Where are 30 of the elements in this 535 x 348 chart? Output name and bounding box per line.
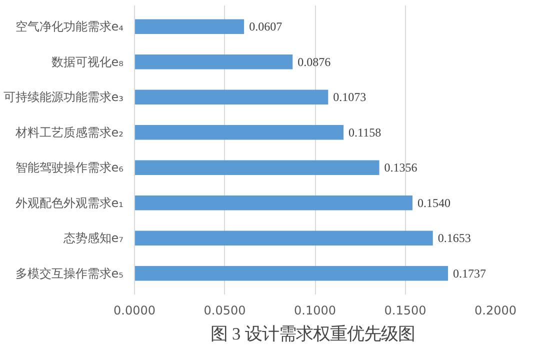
data-label: 0.1540 <box>417 196 450 210</box>
x-tick-label: 0.1500 <box>384 304 426 318</box>
bar <box>134 19 244 34</box>
y-tick-label: 材料工艺质感需求e₂ <box>14 125 124 140</box>
bar <box>134 266 448 281</box>
y-tick-label: 可持续能源功能需求e₃ <box>3 90 124 104</box>
x-tick-label: 0.0500 <box>204 304 246 318</box>
data-label: 0.0607 <box>249 20 282 34</box>
bar <box>134 160 380 176</box>
bar <box>134 54 293 70</box>
data-label: 0.1073 <box>333 90 366 104</box>
bar <box>134 90 328 105</box>
bar <box>134 124 344 140</box>
y-tick-label: 空气净化功能需求e₄ <box>15 20 124 34</box>
data-label: 0.1356 <box>384 160 418 175</box>
data-label: 0.0876 <box>298 54 331 69</box>
x-tick-label: 0.2000 <box>474 304 517 318</box>
y-tick-label: 多模交互操作需求e₅ <box>15 266 124 280</box>
caption: 图 3 设计需求权重优先级图 <box>210 324 415 344</box>
x-tick-label: 0.1000 <box>294 304 336 318</box>
data-label: 0.1653 <box>438 231 471 246</box>
data-label: 0.1158 <box>348 125 382 140</box>
y-tick-label: 外观配色外观需求e₁ <box>15 196 124 210</box>
bar <box>134 230 433 246</box>
y-tick-label: 态势感知e₇ <box>62 231 124 246</box>
y-tick-label: 智能驾驶操作需求e₆ <box>15 160 124 175</box>
bar <box>134 195 412 210</box>
y-tick-label: 数据可视化e₈ <box>51 54 124 69</box>
x-tick-label: 0.0000 <box>114 304 156 318</box>
data-label: 0.1737 <box>453 266 486 280</box>
